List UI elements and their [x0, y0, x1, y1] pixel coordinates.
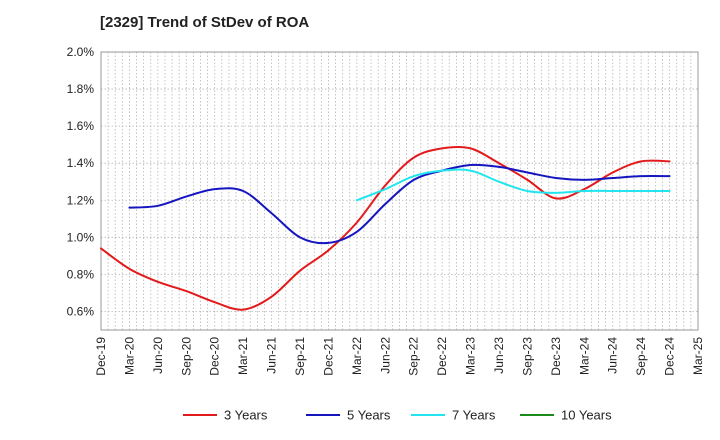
x-tick-label: Jun-22: [378, 337, 392, 374]
series-line-5-years: [128, 163, 671, 245]
x-tick-label: Jun-24: [606, 337, 620, 374]
series-line-7-years: [355, 168, 671, 202]
y-tick-label: 1.6%: [67, 119, 95, 133]
x-tick-label: Sep-23: [520, 337, 534, 376]
x-tick-label: Mar-23: [464, 337, 478, 375]
x-tick-label: Mar-25: [691, 337, 705, 375]
grid: [101, 51, 698, 330]
legend: 3 Years 5 Years 7 Years 10 Years: [183, 408, 612, 423]
legend-label-10-years: 10 Years: [561, 408, 612, 423]
x-tick-label: Dec-22: [435, 337, 449, 376]
x-tick-label: Jun-23: [492, 337, 506, 374]
x-tick-label: Mar-20: [122, 337, 136, 375]
y-tick-label: 1.2%: [67, 193, 95, 207]
x-tick-label: Sep-22: [407, 337, 421, 376]
y-axis-ticks: 2.0% 1.8% 1.6% 1.4% 1.2% 1.0% 0.8% 0.6%: [67, 45, 95, 318]
y-tick-label: 1.4%: [67, 156, 95, 170]
x-tick-label: Sep-24: [634, 337, 648, 376]
x-tick-label: Jun-20: [151, 337, 165, 374]
legend-label-5-years: 5 Years: [347, 408, 391, 423]
y-tick-label: 1.8%: [67, 82, 95, 96]
chart-title: [2329] Trend of StDev of ROA: [100, 14, 310, 31]
x-tick-label: Sep-21: [293, 337, 307, 376]
y-tick-label: 0.6%: [67, 304, 95, 318]
series-line-3-years: [100, 145, 671, 311]
legend-label-7-years: 7 Years: [452, 408, 496, 423]
x-tick-label: Mar-24: [577, 337, 591, 375]
x-tick-label: Dec-19: [94, 337, 108, 376]
x-tick-label: Dec-24: [663, 337, 677, 376]
series-lines: [100, 145, 671, 311]
x-axis-ticks: Dec-19 Mar-20 Jun-20 Sep-20 Dec-20 Mar-21 Jun-…: [94, 337, 705, 376]
y-tick-label: 0.8%: [67, 267, 95, 281]
x-tick-label: Sep-20: [179, 337, 193, 376]
x-tick-label: Mar-21: [236, 337, 250, 375]
y-tick-label: 2.0%: [67, 45, 95, 59]
x-tick-label: Dec-23: [549, 337, 563, 376]
x-tick-label: Jun-21: [265, 337, 279, 374]
legend-label-3-years: 3 Years: [224, 408, 268, 423]
x-tick-label: Dec-20: [208, 337, 222, 376]
y-tick-label: 1.0%: [67, 230, 95, 244]
x-tick-label: Dec-21: [321, 337, 335, 376]
plot-frame: [100, 51, 699, 331]
x-tick-label: Mar-22: [350, 337, 364, 375]
